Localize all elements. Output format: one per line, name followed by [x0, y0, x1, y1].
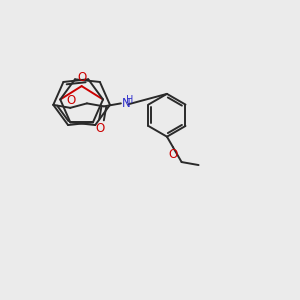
Text: O: O	[77, 71, 86, 84]
Text: N: N	[122, 97, 130, 110]
Text: O: O	[169, 148, 178, 161]
Text: O: O	[96, 122, 105, 135]
Text: O: O	[66, 94, 75, 107]
Text: H: H	[126, 95, 133, 105]
